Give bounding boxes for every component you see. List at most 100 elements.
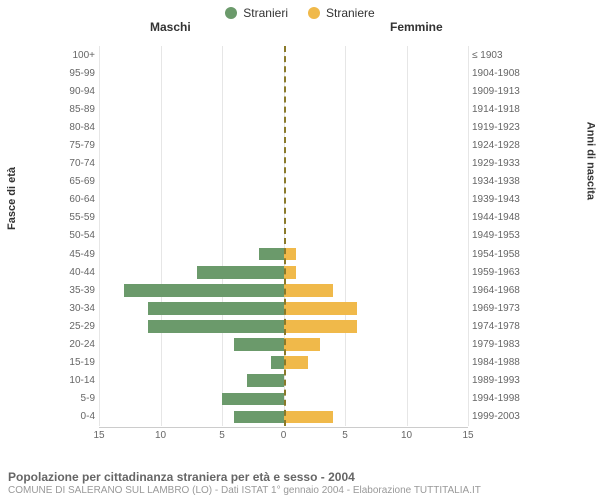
age-label: 35-39	[55, 285, 99, 296]
x-tick: 10	[155, 430, 166, 441]
age-row: 10-14 1989-1993	[55, 372, 530, 390]
birth-year-label: 1989-1993	[468, 375, 530, 386]
age-row: 100+ ≤ 1903	[55, 46, 530, 64]
column-title-male: Maschi	[150, 20, 191, 34]
birth-year-label: 1979-1983	[468, 339, 530, 350]
age-row: 50-54 1949-1953	[55, 227, 530, 245]
birth-year-label: 1914-1918	[468, 104, 530, 115]
age-label: 0-4	[55, 411, 99, 422]
age-row: 15-19 1984-1988	[55, 354, 530, 372]
age-row: 5-9 1994-1998	[55, 390, 530, 408]
footer-source: COMUNE DI SALERANO SUL LAMBRO (LO) - Dat…	[8, 485, 592, 496]
age-label: 95-99	[55, 68, 99, 79]
bar-male	[197, 266, 283, 279]
age-label: 85-89	[55, 104, 99, 115]
legend: Stranieri Straniere	[0, 0, 600, 20]
age-row: 25-291974-1978	[55, 317, 530, 335]
age-label: 40-44	[55, 267, 99, 278]
birth-year-label: 1969-1973	[468, 303, 530, 314]
birth-year-label: 1944-1948	[468, 212, 530, 223]
bar-female	[284, 320, 358, 333]
age-row: 35-39 1964-1968	[55, 281, 530, 299]
plot-area: 100+≤ 190395-991904-190890-941909-191385…	[55, 46, 530, 446]
age-row: 55-59 1944-1948	[55, 209, 530, 227]
age-row: 60-64 1939-1943	[55, 191, 530, 209]
birth-year-label: 1954-1958	[468, 249, 530, 260]
age-label: 100+	[55, 50, 99, 61]
age-label: 55-59	[55, 212, 99, 223]
x-tick: 0	[281, 430, 287, 441]
chart-footer: Popolazione per cittadinanza straniera p…	[8, 470, 592, 496]
bar-male	[148, 320, 283, 333]
legend-label-male: Stranieri	[243, 6, 288, 20]
bar-male	[124, 284, 284, 297]
age-label: 75-79	[55, 140, 99, 151]
y-axis-left-label: Fasce di età	[6, 167, 18, 230]
age-label: 50-54	[55, 230, 99, 241]
footer-title: Popolazione per cittadinanza straniera p…	[8, 470, 592, 484]
x-tick: 5	[342, 430, 348, 441]
y-axis-right-label: Anni di nascita	[584, 122, 596, 200]
age-row: 85-89 1914-1918	[55, 100, 530, 118]
age-row: 90-941909-1913	[55, 82, 530, 100]
x-tick: 15	[93, 430, 104, 441]
age-label: 20-24	[55, 339, 99, 350]
column-titles: Maschi Femmine	[0, 20, 600, 38]
age-row: 30-34 1969-1973	[55, 299, 530, 317]
center-line	[284, 46, 286, 426]
column-title-female: Femmine	[390, 20, 443, 34]
bar-male	[222, 393, 284, 406]
age-label: 65-69	[55, 176, 99, 187]
bar-female	[284, 338, 321, 351]
birth-year-label: 1939-1943	[468, 194, 530, 205]
birth-year-label: 1964-1968	[468, 285, 530, 296]
age-row: 0-4 1999-2003	[55, 408, 530, 426]
bar-male	[259, 248, 284, 261]
age-label: 5-9	[55, 393, 99, 404]
birth-year-label: 1919-1923	[468, 122, 530, 133]
birth-year-label: 1999-2003	[468, 411, 530, 422]
birth-year-label: 1994-1998	[468, 393, 530, 404]
birth-year-label: 1984-1988	[468, 357, 530, 368]
legend-label-female: Straniere	[326, 6, 375, 20]
bar-female	[284, 284, 333, 297]
age-label: 15-19	[55, 357, 99, 368]
age-row: 20-24 1979-1983	[55, 336, 530, 354]
age-row: 70-74 1929-1933	[55, 155, 530, 173]
bar-male	[271, 356, 283, 369]
bar-female	[284, 356, 309, 369]
birth-year-label: 1924-1928	[468, 140, 530, 151]
age-row: 75-79 1924-1928	[55, 136, 530, 154]
age-row: 45-49 1954-1958	[55, 245, 530, 263]
bar-female	[284, 302, 358, 315]
x-tick: 5	[219, 430, 225, 441]
legend-item-male: Stranieri	[225, 6, 288, 20]
x-axis: 15105051015	[99, 427, 468, 446]
legend-swatch-female	[308, 7, 320, 19]
age-row: 65-69 1934-1938	[55, 173, 530, 191]
age-label: 60-64	[55, 194, 99, 205]
birth-year-label: ≤ 1903	[468, 50, 530, 61]
population-pyramid-chart: Stranieri Straniere Maschi Femmine Fasce…	[0, 0, 600, 500]
legend-item-female: Straniere	[308, 6, 375, 20]
x-tick: 10	[401, 430, 412, 441]
bar-male	[234, 338, 283, 351]
birth-year-label: 1929-1933	[468, 158, 530, 169]
age-label: 80-84	[55, 122, 99, 133]
bar-male	[234, 411, 283, 424]
age-label: 70-74	[55, 158, 99, 169]
age-row: 40-441959-1963	[55, 263, 530, 281]
birth-year-label: 1904-1908	[468, 68, 530, 79]
legend-swatch-male	[225, 7, 237, 19]
age-label: 45-49	[55, 249, 99, 260]
bar-male	[148, 302, 283, 315]
bar-female	[284, 411, 333, 424]
age-row: 80-84 1919-1923	[55, 118, 530, 136]
age-label: 30-34	[55, 303, 99, 314]
x-tick: 15	[462, 430, 473, 441]
birth-year-label: 1974-1978	[468, 321, 530, 332]
birth-year-label: 1949-1953	[468, 230, 530, 241]
age-label: 10-14	[55, 375, 99, 386]
birth-year-label: 1934-1938	[468, 176, 530, 187]
age-row: 95-99 1904-1908	[55, 64, 530, 82]
